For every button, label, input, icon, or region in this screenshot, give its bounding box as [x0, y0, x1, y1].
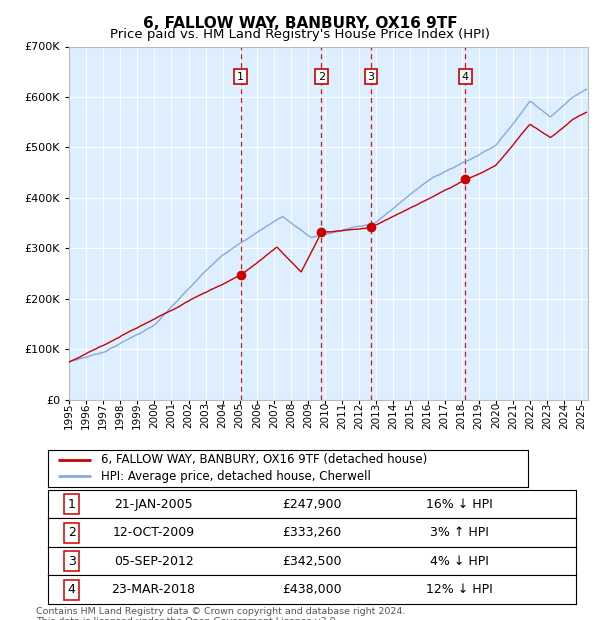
Text: 05-SEP-2012: 05-SEP-2012 — [114, 555, 193, 567]
Text: 2008: 2008 — [286, 402, 296, 428]
Text: Contains HM Land Registry data © Crown copyright and database right 2024.
This d: Contains HM Land Registry data © Crown c… — [36, 607, 406, 620]
Text: 2002: 2002 — [184, 402, 194, 428]
Text: 2025: 2025 — [576, 402, 586, 428]
Text: 2003: 2003 — [200, 402, 211, 428]
Text: 1997: 1997 — [98, 402, 108, 428]
Text: 4: 4 — [462, 71, 469, 82]
Text: 3: 3 — [68, 555, 76, 567]
Text: 4: 4 — [68, 583, 76, 596]
Text: 1996: 1996 — [81, 402, 91, 428]
Text: 1: 1 — [237, 71, 244, 82]
Text: 2017: 2017 — [440, 402, 449, 428]
Text: 2012: 2012 — [354, 402, 364, 428]
Text: 1: 1 — [68, 498, 76, 510]
Text: HPI: Average price, detached house, Cherwell: HPI: Average price, detached house, Cher… — [101, 470, 371, 483]
Text: 1995: 1995 — [64, 402, 74, 428]
Text: 2000: 2000 — [149, 402, 160, 428]
Text: 1999: 1999 — [132, 402, 142, 428]
Text: 2005: 2005 — [235, 402, 245, 428]
Text: 12% ↓ HPI: 12% ↓ HPI — [427, 583, 493, 596]
Text: 2001: 2001 — [166, 402, 176, 428]
Text: 2019: 2019 — [474, 402, 484, 428]
Text: 2022: 2022 — [525, 402, 535, 428]
Text: £333,260: £333,260 — [283, 526, 341, 539]
Text: 12-OCT-2009: 12-OCT-2009 — [113, 526, 194, 539]
Text: 16% ↓ HPI: 16% ↓ HPI — [427, 498, 493, 510]
Text: 3% ↑ HPI: 3% ↑ HPI — [430, 526, 489, 539]
Text: 2021: 2021 — [508, 402, 518, 428]
Text: 2006: 2006 — [252, 402, 262, 428]
Text: 2: 2 — [68, 526, 76, 539]
Text: 2020: 2020 — [491, 402, 501, 428]
Text: Price paid vs. HM Land Registry's House Price Index (HPI): Price paid vs. HM Land Registry's House … — [110, 28, 490, 41]
Text: 6, FALLOW WAY, BANBURY, OX16 9TF: 6, FALLOW WAY, BANBURY, OX16 9TF — [143, 16, 457, 30]
Text: 2011: 2011 — [337, 402, 347, 428]
Text: £342,500: £342,500 — [282, 555, 342, 567]
Text: £247,900: £247,900 — [282, 498, 342, 510]
Text: 3: 3 — [367, 71, 374, 82]
Text: 23-MAR-2018: 23-MAR-2018 — [112, 583, 196, 596]
Text: 2016: 2016 — [422, 402, 433, 428]
Text: 2: 2 — [318, 71, 325, 82]
Text: 2015: 2015 — [406, 402, 415, 428]
Text: 2004: 2004 — [218, 402, 227, 428]
Text: 2018: 2018 — [457, 402, 467, 428]
Text: 1998: 1998 — [115, 402, 125, 428]
Text: 2014: 2014 — [388, 402, 398, 428]
Text: 21-JAN-2005: 21-JAN-2005 — [114, 498, 193, 510]
Text: 2010: 2010 — [320, 402, 330, 428]
Text: 2007: 2007 — [269, 402, 279, 428]
Text: 2023: 2023 — [542, 402, 552, 428]
Text: 4% ↓ HPI: 4% ↓ HPI — [430, 555, 489, 567]
Text: 2024: 2024 — [559, 402, 569, 428]
Text: 2009: 2009 — [303, 402, 313, 428]
Text: 2013: 2013 — [371, 402, 382, 428]
Text: £438,000: £438,000 — [282, 583, 342, 596]
Text: 6, FALLOW WAY, BANBURY, OX16 9TF (detached house): 6, FALLOW WAY, BANBURY, OX16 9TF (detach… — [101, 453, 427, 466]
